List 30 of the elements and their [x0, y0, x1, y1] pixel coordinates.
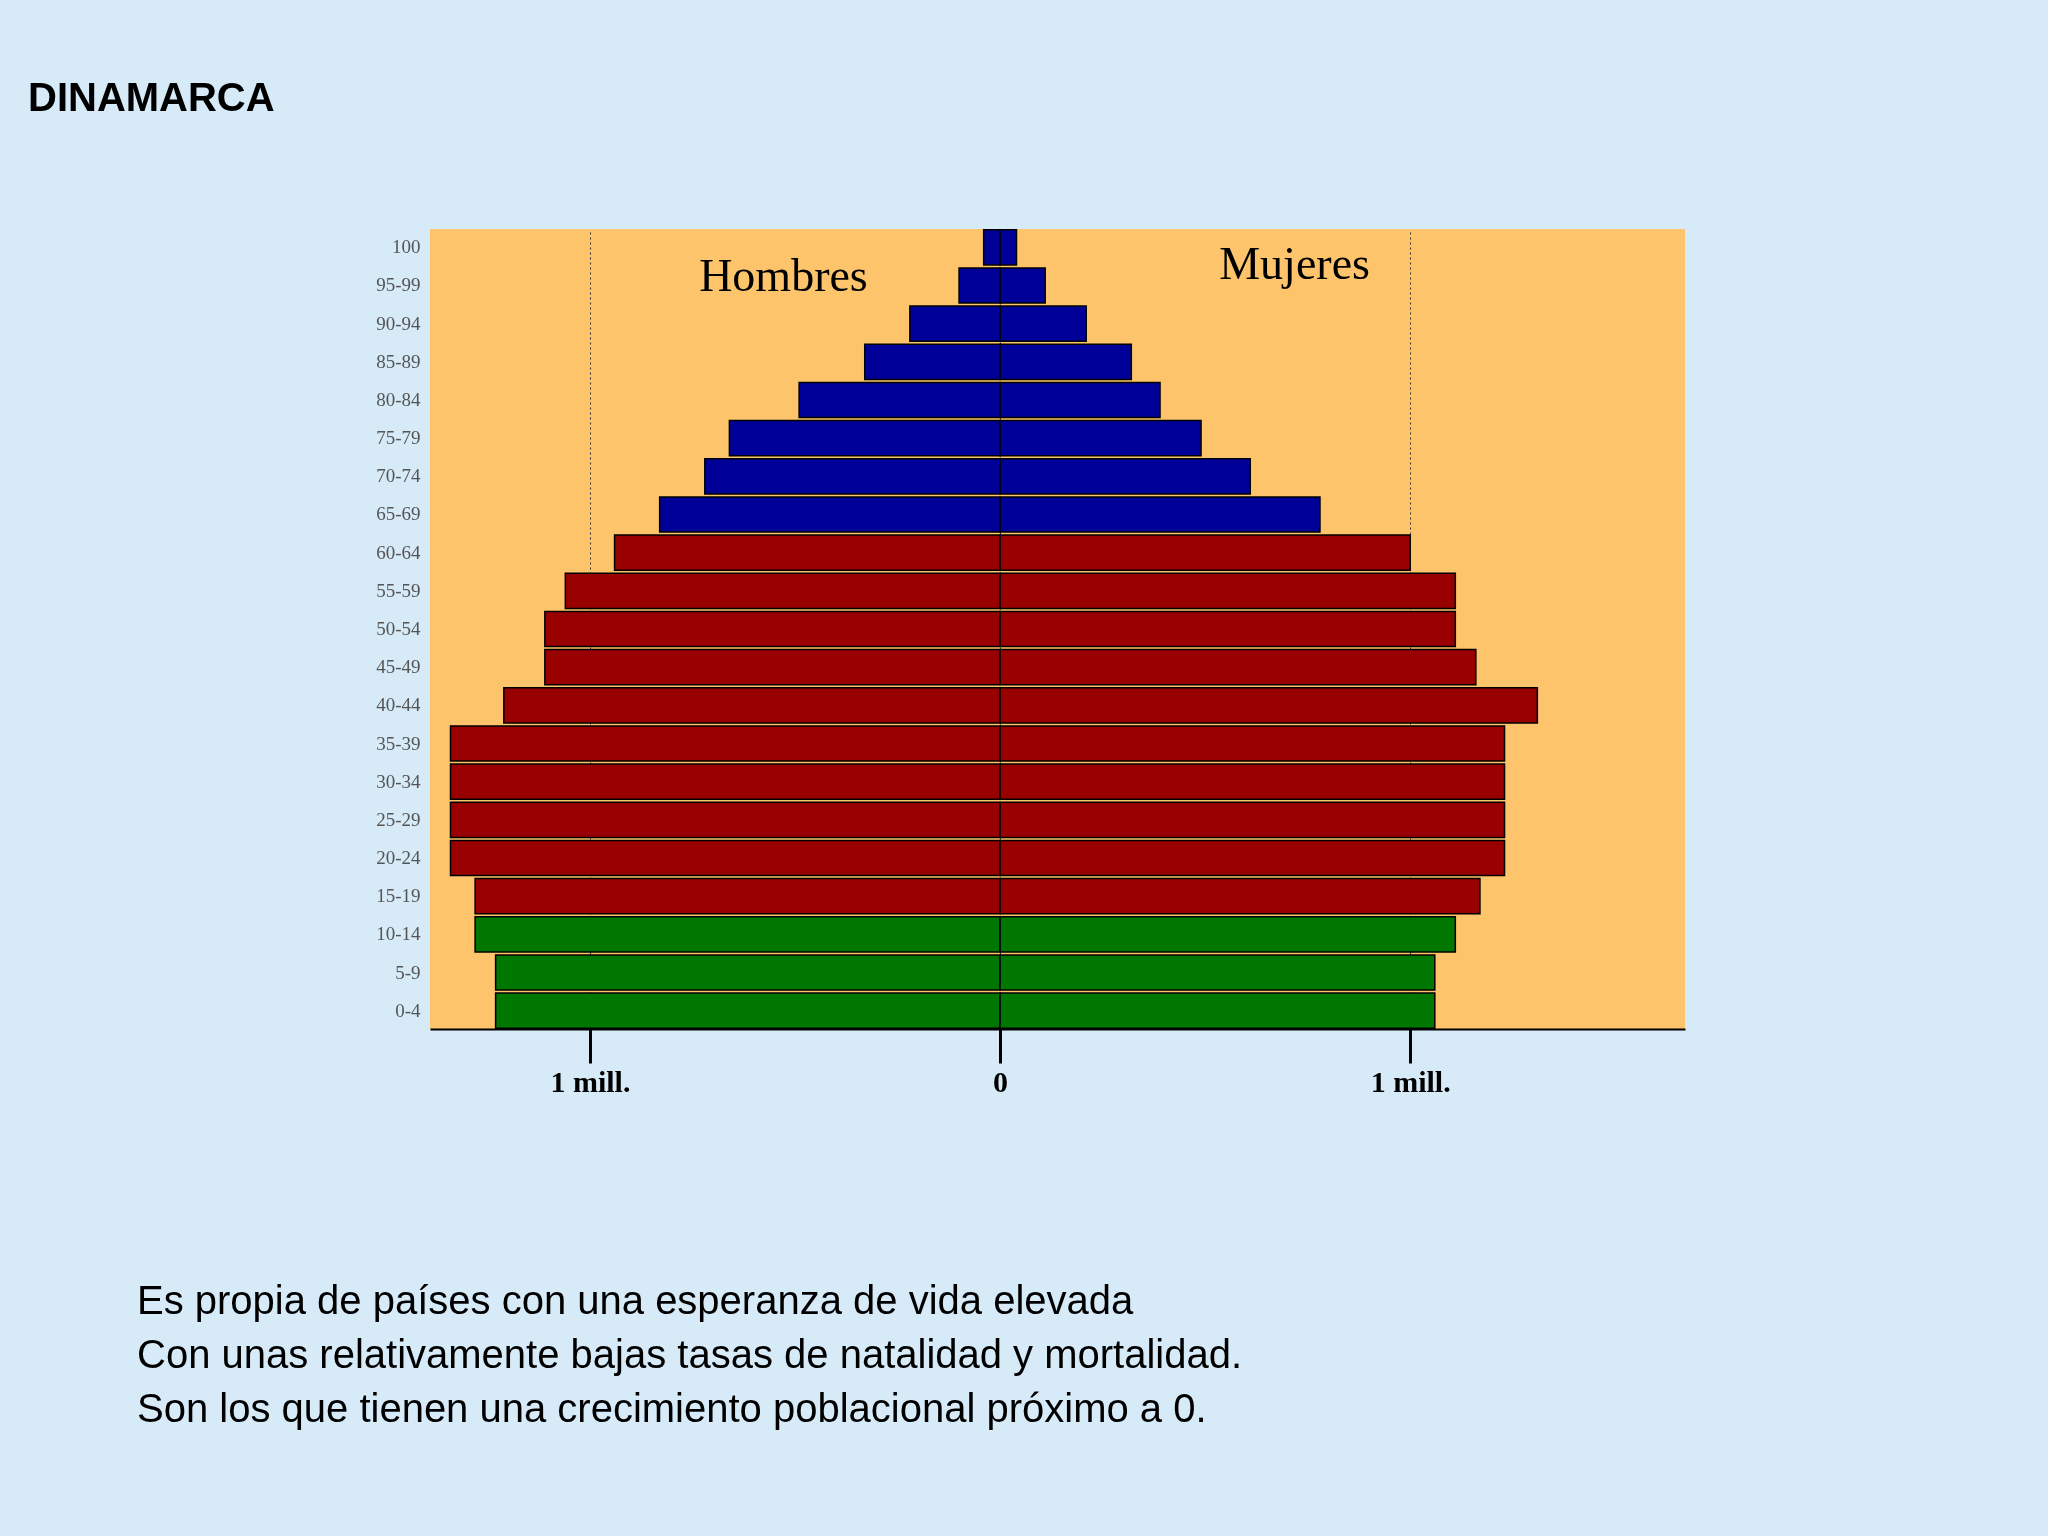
y-tick-label: 15-19: [376, 885, 421, 907]
y-tick-label: 85-89: [376, 350, 421, 372]
y-tick-label: 5-9: [395, 961, 421, 983]
series-label: Hombres: [699, 250, 868, 301]
x-tick-label: 1 mill.: [1370, 1064, 1451, 1098]
y-tick-label: 50-54: [376, 618, 421, 639]
y-tick-label: 100: [392, 236, 421, 258]
x-tick-label: 1 mill.: [550, 1064, 631, 1098]
y-tick-label: 75-79: [376, 427, 421, 449]
y-tick-label: 55-59: [376, 579, 421, 601]
y-tick-label: 40-44: [376, 694, 421, 716]
text: Mujeres: [1219, 238, 1370, 289]
text: Con unas relativamente bajas tasas de natalidad y mortalidad.: [137, 1332, 1243, 1376]
y-tick-label: 25-29: [376, 808, 421, 830]
y-tick-label: 20-24: [376, 847, 421, 869]
text: Son los que tienen una crecimiento poblacional próximo a 0.: [137, 1386, 1207, 1430]
chart-title: DINAMARCA: [28, 75, 275, 119]
x-tick-label: 0: [993, 1064, 1009, 1098]
text: Es propia de países con una esperanza de vida elevada: [137, 1278, 1134, 1322]
y-tick-label: 45-49: [376, 656, 421, 678]
y-tick-label: 95-99: [376, 274, 421, 296]
y-tick-label: 65-69: [376, 503, 421, 525]
y-tick-label: 35-39: [376, 732, 421, 754]
y-tick-label: 0-4: [395, 999, 421, 1021]
y-tick-label: 80-84: [376, 388, 421, 410]
y-tick-label: 70-74: [376, 465, 421, 487]
y-tick-label: 10-14: [376, 923, 421, 945]
y-tick-label: 90-94: [376, 312, 421, 334]
y-tick-label: 60-64: [376, 541, 421, 563]
y-tick-label: 30-34: [376, 770, 421, 792]
